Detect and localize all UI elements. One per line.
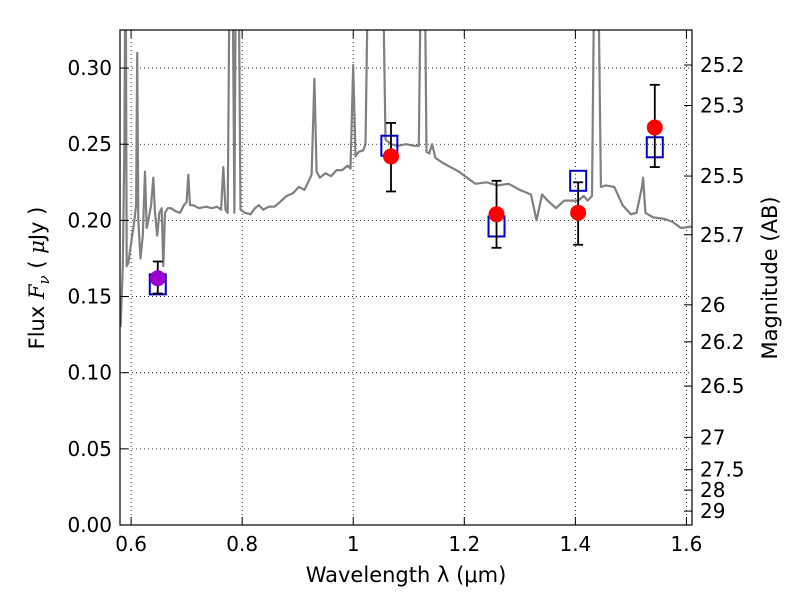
x-tick-label: 1 xyxy=(347,532,360,556)
y-axis-label: Flux Fν ( μJy ) xyxy=(25,207,53,350)
mag-tick-label: 29 xyxy=(700,499,725,523)
grid xyxy=(120,30,692,526)
y-tick-label: 0.05 xyxy=(67,437,112,461)
plot-area xyxy=(120,30,692,328)
mag-tick-label: 27 xyxy=(700,425,725,449)
y-label-f: F xyxy=(25,283,49,300)
plot-frame xyxy=(119,29,693,526)
mag-tick-label: 25.2 xyxy=(700,53,745,77)
mag-tick-label: 26.5 xyxy=(700,374,745,398)
observed-photometry-point xyxy=(646,119,663,136)
y-tick-label: 0.15 xyxy=(67,285,112,309)
y-label-mu: μ xyxy=(25,240,49,254)
y-tick-label: 0.30 xyxy=(67,56,112,80)
mag-tick-label: 28 xyxy=(700,478,725,502)
mag-tick-label: 25.7 xyxy=(700,223,745,247)
y-tick-label: 0.00 xyxy=(67,513,112,537)
x-tick-label: 0.6 xyxy=(115,532,147,556)
mag-tick-label: 27.5 xyxy=(700,458,745,482)
y-label-flux: Flux xyxy=(25,299,49,349)
y-label-unit: Jy ) xyxy=(25,207,49,243)
observed-photometry-point xyxy=(570,204,587,221)
spectrum-line xyxy=(120,30,692,328)
observed-photometry-point xyxy=(149,270,166,287)
x-tick-label: 1.6 xyxy=(671,532,703,556)
y-label-open: ( xyxy=(25,254,49,276)
axes: 0.6 0.8 1 1.2 1.4 1.6 0.00 0.05 0.10 0.15 0.20 0.25… xyxy=(67,30,745,556)
y-label-nu: ν xyxy=(35,275,53,284)
y-tick-label: 0.10 xyxy=(67,361,112,385)
mag-tick-label: 25.3 xyxy=(700,93,745,117)
mag-tick-label: 25.5 xyxy=(700,164,745,188)
y-tick-label: 0.25 xyxy=(67,132,112,156)
mag-tick-label: 26 xyxy=(700,293,725,317)
x-axis-label: Wavelength λ (μm) xyxy=(306,563,507,587)
observed-photometry-point xyxy=(383,148,400,165)
x-tick-label: 1.4 xyxy=(559,532,591,556)
observed-photometry-point xyxy=(488,206,505,223)
y-tick-label: 0.20 xyxy=(67,208,112,232)
y2-axis-label: Magnitude (AB) xyxy=(758,196,782,359)
x-tick-label: 1.2 xyxy=(448,532,480,556)
x-tick-label: 0.8 xyxy=(226,532,258,556)
mag-tick-label: 26.2 xyxy=(700,330,745,354)
